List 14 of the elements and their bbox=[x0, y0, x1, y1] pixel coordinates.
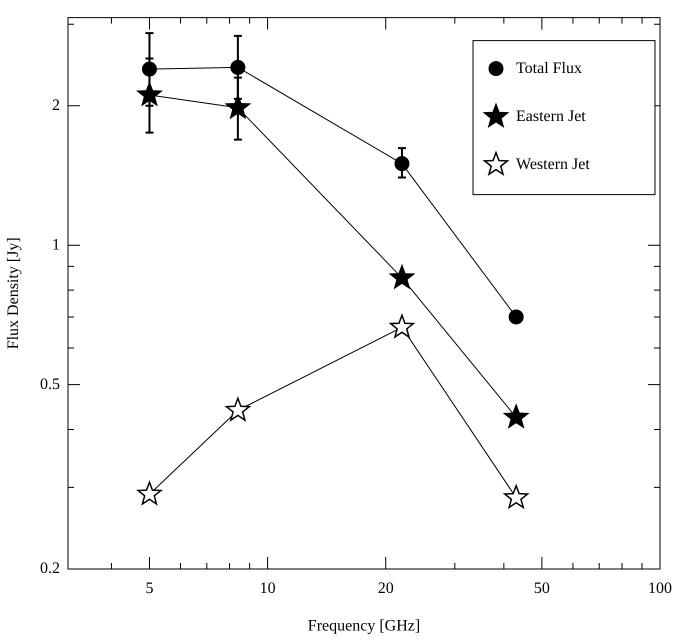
legend-label: Western Jet bbox=[516, 156, 590, 173]
y-tick-label: 0.5 bbox=[40, 376, 60, 393]
legend-label: Total Flux bbox=[516, 60, 582, 77]
y-tick-label: 2 bbox=[52, 96, 60, 114]
legend-label: Eastern Jet bbox=[516, 108, 586, 125]
x-tick-label: 5 bbox=[145, 580, 154, 597]
y-tick-label: 1 bbox=[52, 236, 60, 254]
x-axis-title: Frequency [GHz] bbox=[308, 618, 420, 635]
x-tick-label: 20 bbox=[378, 580, 394, 597]
x-tick-label: 50 bbox=[534, 580, 550, 597]
x-tick-label: 100 bbox=[648, 580, 672, 597]
y-tick-label: 0.2 bbox=[40, 560, 60, 578]
y-axis-title: Flux Density [Jy] bbox=[4, 237, 22, 350]
x-tick-label: 10 bbox=[260, 580, 276, 597]
